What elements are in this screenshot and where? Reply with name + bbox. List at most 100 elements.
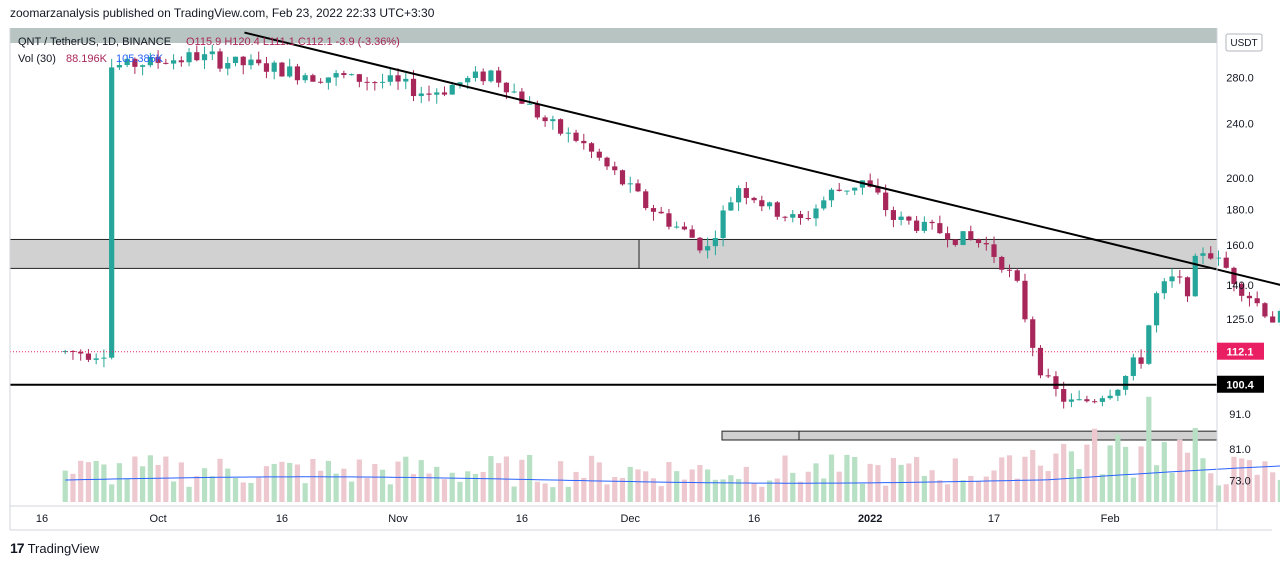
volume-bar	[883, 485, 889, 502]
candle-body	[968, 231, 974, 240]
y-tick-label: 180.0	[1226, 205, 1254, 217]
candle-body	[70, 350, 76, 352]
volume-bar	[426, 473, 432, 502]
volume-bar	[240, 482, 246, 502]
candle-body	[434, 92, 440, 95]
volume-line: Vol (30)	[18, 53, 56, 65]
x-tick-label: Oct	[150, 513, 167, 525]
candle-body	[759, 200, 765, 207]
candle-body	[1053, 376, 1059, 390]
volume-ma-line	[65, 465, 1280, 484]
candle-body	[674, 226, 680, 228]
volume-bar	[1045, 471, 1051, 502]
candle-body	[619, 170, 626, 185]
volume-bar	[975, 481, 982, 502]
volume-bar	[209, 476, 215, 502]
volume-bar	[890, 458, 896, 502]
volume-ma-value: 105.386K	[116, 53, 164, 65]
candle-body	[403, 78, 409, 82]
candle-body	[960, 231, 966, 245]
candle-body	[766, 202, 773, 207]
x-tick-label: 16	[748, 513, 760, 525]
candle-body	[890, 210, 896, 220]
volume-bar	[960, 480, 966, 502]
candle-body	[782, 216, 788, 218]
volume-bar	[797, 481, 804, 502]
volume-bar	[1022, 456, 1028, 502]
volume-bar	[101, 464, 107, 502]
volume-bar	[929, 470, 935, 502]
volume-bar	[379, 469, 386, 502]
candle-body	[527, 103, 533, 105]
volume-bar	[557, 461, 564, 502]
candle-body	[852, 187, 858, 191]
volume-bar	[201, 468, 208, 502]
candle-body	[643, 191, 649, 209]
volume-bar	[318, 470, 324, 502]
volume-bar	[712, 479, 718, 502]
volume-bar	[364, 477, 370, 502]
candle-body	[1161, 281, 1167, 294]
volume-bar	[898, 464, 904, 502]
y-tick-label: 200.0	[1226, 173, 1254, 185]
candle-body	[472, 71, 479, 78]
volume-bar	[1107, 445, 1113, 502]
volume-bar	[1169, 472, 1175, 502]
candle-body	[898, 216, 904, 220]
volume-bar	[944, 484, 951, 502]
tradingview-logo[interactable]: 17 TradingView	[10, 540, 99, 556]
volume-bar	[527, 455, 533, 502]
x-tick-label: 16	[516, 513, 528, 525]
volume-bar	[921, 475, 927, 502]
volume-bar	[751, 482, 757, 502]
candle-body	[1037, 347, 1044, 376]
volume-bar	[1006, 455, 1013, 502]
volume-ma	[65, 465, 1280, 484]
candle-body	[140, 65, 146, 67]
candle-body	[588, 143, 595, 152]
tradingview-brand: TradingView	[27, 540, 100, 556]
candle-body	[983, 243, 989, 245]
candle-body	[1014, 270, 1020, 281]
volume-bar	[697, 465, 703, 502]
candle-body	[341, 73, 347, 76]
candle-body	[1200, 253, 1206, 256]
candle-body	[975, 239, 982, 244]
candle-body	[480, 71, 486, 82]
volume-bar	[643, 471, 649, 502]
candle-body	[937, 223, 943, 234]
candle-body	[944, 233, 951, 240]
candle-body	[496, 70, 502, 83]
candle-body	[1153, 293, 1160, 326]
candle-body	[736, 188, 742, 203]
candle-body	[1006, 269, 1013, 271]
candle-body	[109, 67, 115, 358]
volume-bar	[132, 456, 138, 502]
currency-label: USDT	[1230, 38, 1257, 49]
candle-body	[581, 140, 587, 144]
volume-bar	[674, 471, 680, 502]
candle-body	[318, 81, 324, 83]
volume-bar	[983, 476, 989, 502]
candle-body	[310, 75, 316, 82]
candle-body	[797, 214, 804, 218]
volume-bar	[875, 465, 881, 502]
candle-body	[1215, 257, 1222, 259]
volume-bar	[1153, 465, 1160, 502]
volume-bar	[619, 477, 626, 502]
candle-body	[78, 351, 84, 354]
resistance-zone	[9, 238, 1218, 269]
volume-bar	[395, 461, 401, 502]
candle-body	[116, 65, 122, 68]
candle-body	[751, 197, 757, 201]
candle-body	[681, 226, 688, 230]
candle-body	[387, 75, 393, 82]
volume-bar	[287, 462, 293, 502]
candle-body	[542, 117, 548, 122]
volume-bar	[480, 471, 486, 502]
candle-body	[1254, 298, 1260, 304]
volume-bar	[1099, 474, 1105, 502]
candle-body	[573, 132, 579, 141]
volume-bar	[1146, 396, 1152, 502]
